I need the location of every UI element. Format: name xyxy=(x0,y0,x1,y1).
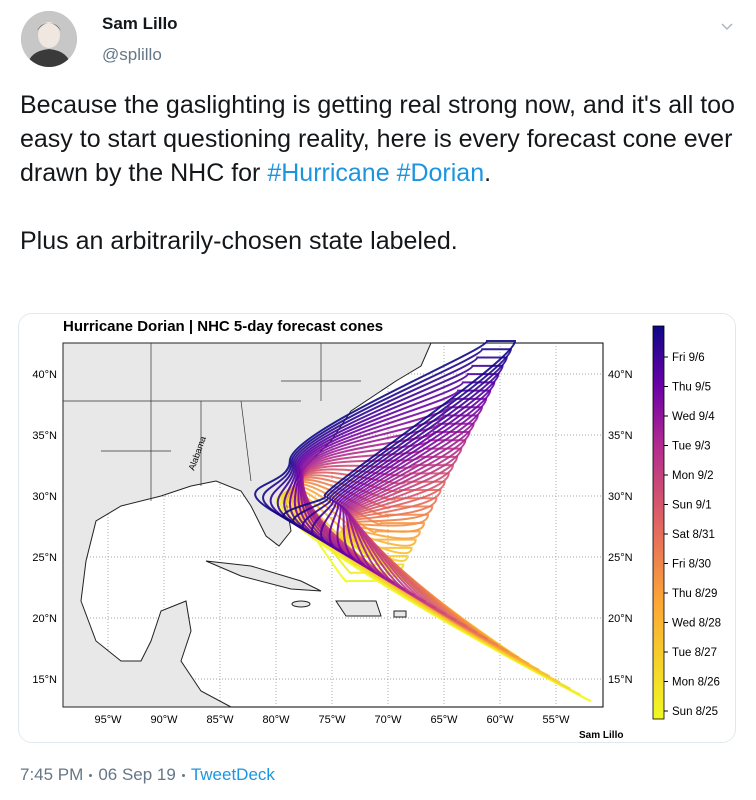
forecast-cone xyxy=(300,414,479,578)
lat-label: 15°N xyxy=(608,674,633,686)
text: Because the gaslighting is getting real … xyxy=(20,91,735,187)
author-handle[interactable]: @splillo xyxy=(102,45,162,64)
forecast-cone xyxy=(269,356,508,535)
hashtag[interactable]: #Dorian xyxy=(396,159,485,187)
menu-chevron[interactable] xyxy=(720,22,734,32)
text: . xyxy=(484,159,492,187)
lon-label: 60°W xyxy=(486,714,514,726)
forecast-cone xyxy=(283,373,500,547)
tweet-text: Because the gaslighting is getting real … xyxy=(20,88,736,292)
lat-label: 25°N xyxy=(608,552,633,564)
forecast-cone xyxy=(288,381,496,553)
lon-label: 75°W xyxy=(318,714,346,726)
avatar[interactable] xyxy=(21,11,77,67)
lat-label: 35°N xyxy=(32,430,57,442)
lon-label: 90°W xyxy=(150,714,178,726)
colorbar-label: Tue 8/27 xyxy=(672,647,717,659)
text: Plus an arbitrarily-chosen state labeled… xyxy=(20,227,458,255)
colorbar-label: Thu 9/5 xyxy=(672,382,711,394)
forecast-cone xyxy=(297,397,488,566)
lon-label: 85°W xyxy=(206,714,234,726)
forecast-cone xyxy=(276,364,504,541)
lat-label: 30°N xyxy=(608,491,633,503)
date[interactable]: 06 Sep 19 xyxy=(98,765,176,784)
colorbar-label: Sun 9/1 xyxy=(672,500,712,512)
forecast-cone xyxy=(301,431,471,591)
colorbar xyxy=(652,325,665,720)
credit: Sam Lillo xyxy=(579,730,623,741)
forecast-cone xyxy=(254,340,517,522)
lat-label: 20°N xyxy=(32,613,57,625)
lon-label: 70°W xyxy=(374,714,402,726)
colorbar-label: Mon 8/26 xyxy=(672,677,720,689)
media[interactable]: Hurricane Dorian | NHC 5-day forecast co… xyxy=(18,313,736,743)
forecast-cone xyxy=(299,406,483,572)
lat-label: 30°N xyxy=(32,491,57,503)
lon-label: 65°W xyxy=(430,714,458,726)
source[interactable]: TweetDeck xyxy=(190,765,275,784)
colorbar-label: Mon 9/2 xyxy=(672,470,714,482)
colorbar-label: Wed 8/28 xyxy=(672,618,721,630)
lat-label: 40°N xyxy=(32,369,57,381)
colorbar-label: Sun 8/25 xyxy=(672,706,718,718)
lon-label: 55°W xyxy=(542,714,570,726)
avatar-image xyxy=(21,11,77,67)
map-title: Hurricane Dorian | NHC 5-day forecast co… xyxy=(63,318,383,335)
lat-label: 20°N xyxy=(608,613,633,625)
lon-label: 80°W xyxy=(262,714,290,726)
forecast-cone xyxy=(262,348,512,529)
hashtag[interactable]: #Hurricane xyxy=(267,159,390,187)
lat-label: 25°N xyxy=(32,552,57,564)
time[interactable]: 7:45 PM xyxy=(20,765,84,784)
paragraph: Plus an arbitrarily-chosen state labeled… xyxy=(20,224,736,258)
colorbar-label: Sat 8/31 xyxy=(672,529,715,541)
author-name[interactable]: Sam Lillo xyxy=(102,14,178,33)
colorbar-label: Wed 9/4 xyxy=(672,411,715,423)
forecast-cone xyxy=(293,389,492,560)
colorbar-label: Thu 8/29 xyxy=(672,588,717,600)
lat-label: 35°N xyxy=(608,430,633,442)
colorbar-label: Fri 8/30 xyxy=(672,559,711,571)
map-image: Hurricane Dorian | NHC 5-day forecast co… xyxy=(19,314,735,742)
colorbar-label: Fri 9/6 xyxy=(672,352,705,364)
lon-label: 95°W xyxy=(94,714,122,726)
colorbar-label: Tue 9/3 xyxy=(672,441,711,453)
lat-label: 40°N xyxy=(608,369,633,381)
lat-label: 15°N xyxy=(32,674,57,686)
footer: 7:45 PM 06 Sep 19 TweetDeck xyxy=(20,765,275,785)
paragraph: Because the gaslighting is getting real … xyxy=(20,88,736,190)
